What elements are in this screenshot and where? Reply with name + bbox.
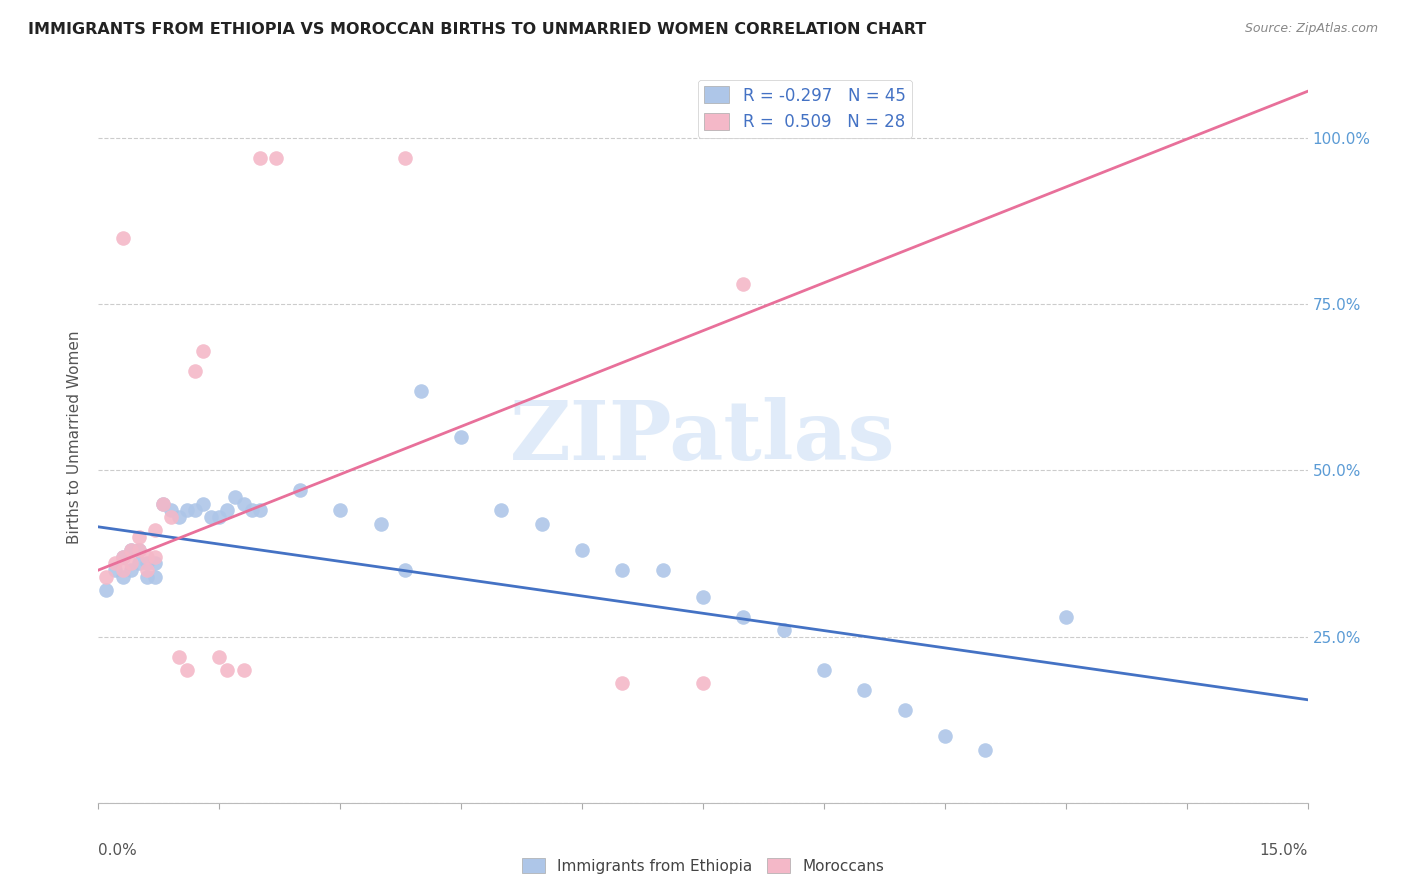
Point xyxy=(128,530,150,544)
Point xyxy=(329,503,352,517)
Text: 0.0%: 0.0% xyxy=(98,843,138,858)
Point xyxy=(692,590,714,604)
Point xyxy=(240,503,263,517)
Point xyxy=(128,543,150,558)
Y-axis label: Births to Unmarried Women: Births to Unmarried Women xyxy=(67,330,83,544)
Point xyxy=(152,497,174,511)
Point xyxy=(853,682,876,697)
Point xyxy=(934,729,956,743)
Point xyxy=(96,570,118,584)
Point xyxy=(111,563,134,577)
Point xyxy=(160,503,183,517)
Text: IMMIGRANTS FROM ETHIOPIA VS MOROCCAN BIRTHS TO UNMARRIED WOMEN CORRELATION CHART: IMMIGRANTS FROM ETHIOPIA VS MOROCCAN BIR… xyxy=(28,22,927,37)
Point xyxy=(120,563,142,577)
Point xyxy=(813,663,835,677)
Point xyxy=(152,497,174,511)
Point xyxy=(733,277,755,292)
Point xyxy=(288,483,311,498)
Point xyxy=(128,557,150,571)
Point xyxy=(128,543,150,558)
Point xyxy=(208,649,231,664)
Point xyxy=(184,363,207,377)
Point xyxy=(135,570,157,584)
Point xyxy=(232,497,254,511)
Point xyxy=(111,549,134,564)
Point xyxy=(249,503,271,517)
Point xyxy=(103,563,125,577)
Point xyxy=(1054,609,1077,624)
Legend: R = -0.297   N = 45, R =  0.509   N = 28: R = -0.297 N = 45, R = 0.509 N = 28 xyxy=(697,79,912,137)
Point xyxy=(176,503,198,517)
Point xyxy=(612,676,634,690)
Point xyxy=(208,509,231,524)
Point xyxy=(135,549,157,564)
Point xyxy=(733,609,755,624)
Point xyxy=(111,230,134,244)
Point xyxy=(143,523,166,537)
Point xyxy=(974,742,997,756)
Point xyxy=(160,509,183,524)
Point xyxy=(450,430,472,444)
Point xyxy=(120,557,142,571)
Text: 15.0%: 15.0% xyxy=(1260,843,1308,858)
Point xyxy=(370,516,392,531)
Point xyxy=(143,549,166,564)
Point xyxy=(120,543,142,558)
Legend: Immigrants from Ethiopia, Moroccans: Immigrants from Ethiopia, Moroccans xyxy=(516,852,890,880)
Point xyxy=(491,503,513,517)
Point xyxy=(651,563,673,577)
Point xyxy=(530,516,553,531)
Point xyxy=(232,663,254,677)
Point xyxy=(394,563,416,577)
Point xyxy=(176,663,198,677)
Text: ZIPatlas: ZIPatlas xyxy=(510,397,896,477)
Point xyxy=(193,497,215,511)
Point xyxy=(103,557,125,571)
Point xyxy=(772,623,794,637)
Point xyxy=(217,663,239,677)
Point xyxy=(120,543,142,558)
Point xyxy=(217,503,239,517)
Point xyxy=(111,549,134,564)
Point xyxy=(692,676,714,690)
Point xyxy=(96,582,118,597)
Point xyxy=(612,563,634,577)
Point xyxy=(143,557,166,571)
Point xyxy=(167,649,190,664)
Point xyxy=(184,503,207,517)
Point xyxy=(111,570,134,584)
Point xyxy=(409,384,432,398)
Text: Source: ZipAtlas.com: Source: ZipAtlas.com xyxy=(1244,22,1378,36)
Point xyxy=(200,509,222,524)
Point xyxy=(264,151,287,165)
Point xyxy=(135,563,157,577)
Point xyxy=(143,570,166,584)
Point xyxy=(571,543,593,558)
Point xyxy=(249,151,271,165)
Point xyxy=(224,490,246,504)
Point xyxy=(167,509,190,524)
Point xyxy=(193,343,215,358)
Point xyxy=(893,703,915,717)
Point xyxy=(394,151,416,165)
Point xyxy=(135,557,157,571)
